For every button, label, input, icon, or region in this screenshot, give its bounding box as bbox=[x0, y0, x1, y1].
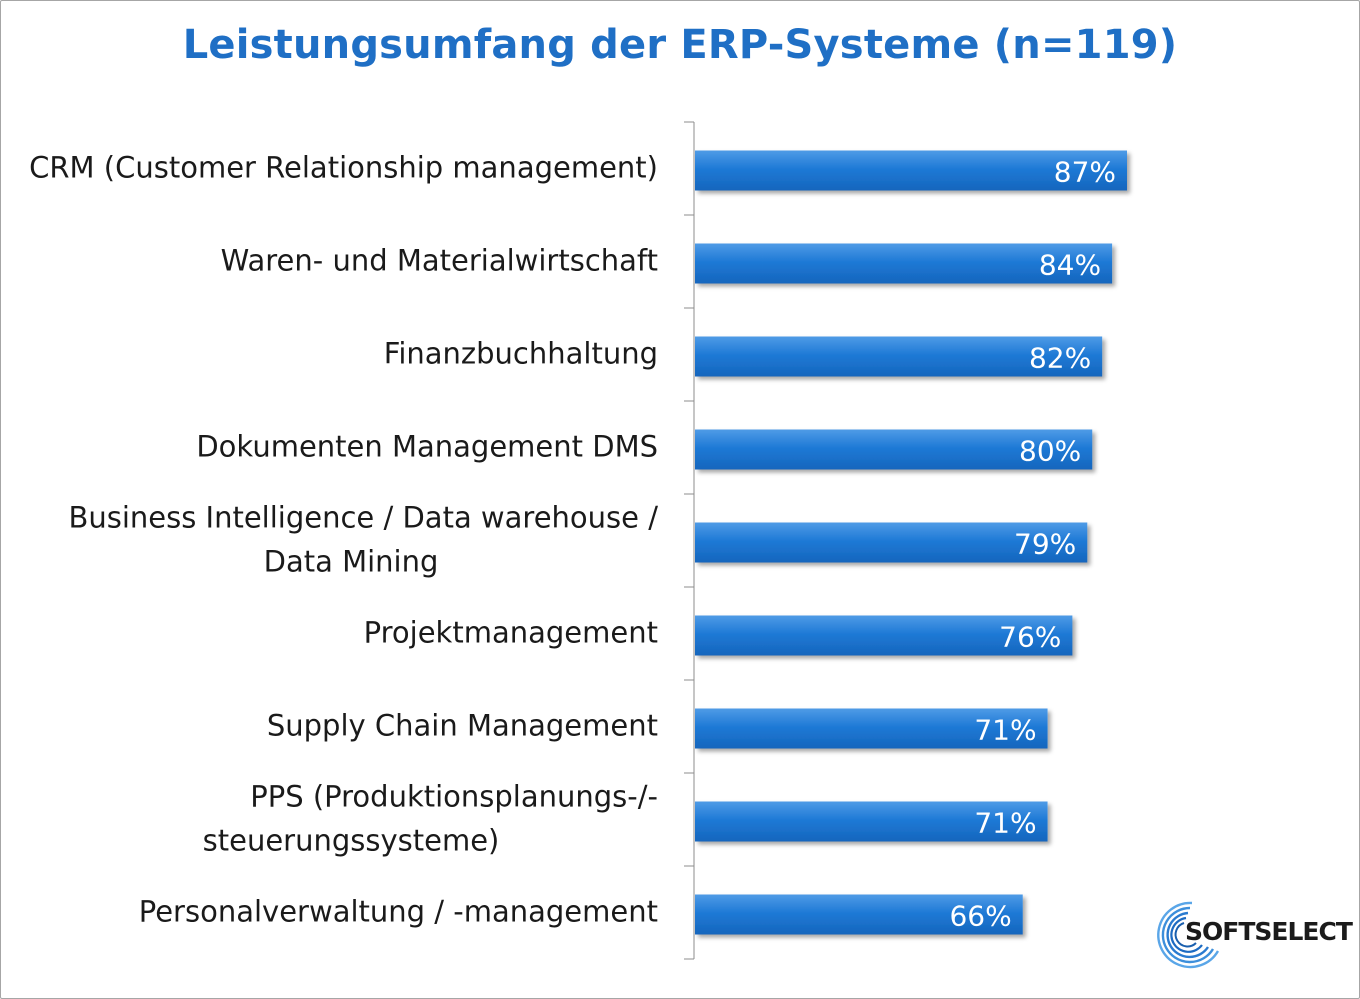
category-label: CRM (Customer Relationship management) bbox=[29, 151, 658, 185]
value-label: 76% bbox=[999, 621, 1061, 654]
bar bbox=[695, 429, 1093, 470]
bar bbox=[695, 150, 1127, 191]
y-axis bbox=[684, 121, 695, 960]
value-label: 71% bbox=[974, 714, 1036, 747]
value-label: 79% bbox=[1014, 528, 1076, 561]
bar bbox=[695, 801, 1048, 842]
category-label: Business Intelligence / Data warehouse / bbox=[68, 501, 658, 535]
category-label: Data Mining bbox=[264, 545, 439, 579]
value-label: 84% bbox=[1039, 249, 1101, 282]
value-label: 82% bbox=[1029, 342, 1091, 375]
bars: 87% 84% 82% 80% 79% 76% 71% 71% 66% bbox=[695, 150, 1127, 935]
logo-text: SOFTSELECT bbox=[1185, 917, 1353, 946]
category-label: Finanzbuchhaltung bbox=[384, 337, 658, 371]
category-label: Waren- und Materialwirtschaft bbox=[221, 244, 658, 278]
value-label: 71% bbox=[974, 807, 1036, 840]
bar bbox=[695, 336, 1103, 377]
bar bbox=[695, 894, 1023, 935]
chart-title: Leistungsumfang der ERP-Systeme (n=119) bbox=[182, 22, 1178, 68]
bar bbox=[695, 615, 1073, 656]
softselect-logo: SOFTSELECT bbox=[1152, 895, 1353, 975]
category-label: PPS (Produktionsplanungs-/- bbox=[250, 780, 658, 814]
bar bbox=[695, 708, 1048, 749]
category-label: Personalverwaltung / -management bbox=[139, 895, 658, 929]
category-label: Projektmanagement bbox=[364, 616, 658, 650]
value-label: 66% bbox=[949, 900, 1011, 933]
value-label: 80% bbox=[1019, 435, 1081, 468]
category-label: steuerungssysteme) bbox=[203, 824, 500, 858]
category-labels: CRM (Customer Relationship management) Wa… bbox=[29, 151, 658, 929]
category-label: Dokumenten Management DMS bbox=[196, 430, 658, 464]
bar bbox=[695, 522, 1088, 563]
bar bbox=[695, 243, 1113, 284]
swirl-logo-icon bbox=[1157, 901, 1220, 969]
value-label: 87% bbox=[1054, 156, 1116, 189]
category-label: Supply Chain Management bbox=[267, 709, 658, 743]
